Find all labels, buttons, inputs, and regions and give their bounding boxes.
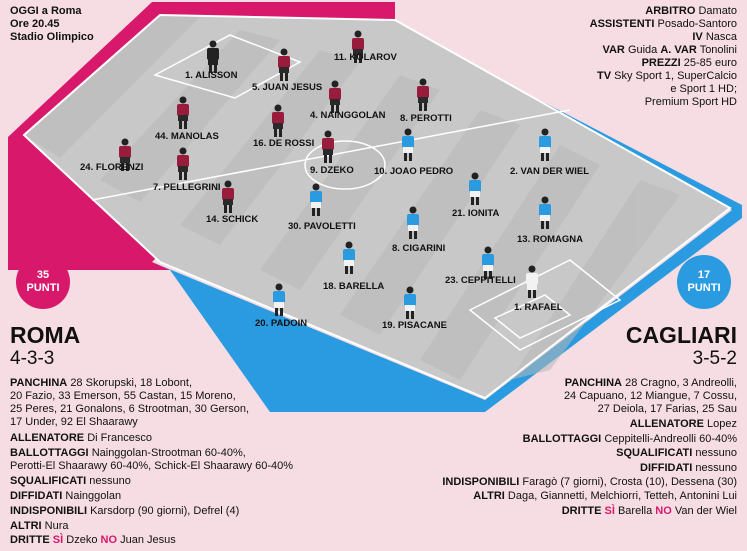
match-day: OGGI a Roma [10, 5, 82, 17]
cagliari-player-name: 2. VAN DER WIEL [510, 166, 589, 177]
roma-formation: 4-3-3 [10, 348, 55, 369]
roma-player-name: 1. ALISSON [185, 70, 238, 81]
cagliari-player-name: 19. PISACANE [382, 320, 447, 331]
cagliari-player-figure [273, 283, 285, 316]
roma-player-name: 5. JUAN JESUS [252, 82, 323, 93]
roma-player-figure [278, 48, 290, 81]
cagliari-player-name: 20. PADOIN [255, 318, 308, 329]
roma-player-name: 44. MANOLAS [155, 131, 219, 142]
cagliari-player-figure [526, 265, 538, 298]
cagliari-name: CAGLIARI [625, 322, 737, 348]
cagliari-panchina: PANCHINA 28 Cragno, 3 Andreolli, [564, 377, 737, 389]
cagliari-player-figure [539, 128, 551, 161]
cagliari-indisponibili: INDISPONIBILI Faragò (7 giorni), Crosta … [442, 476, 737, 488]
roma-altri: ALTRI Nura [10, 520, 69, 532]
roma-player-figure [352, 30, 364, 63]
roma-player-name: 16. DE ROSSI [253, 138, 315, 149]
roma-player-name: 24. FLORENZI [80, 162, 144, 173]
cagliari-player-name: 18. BARELLA [323, 281, 385, 292]
tv-row-3: Premium Sport HD [644, 96, 737, 108]
roma-panchina-3: 25 Peres, 21 Gonalons, 6 Strootman, 30 G… [10, 403, 250, 415]
roma-player-figure [207, 40, 219, 73]
match-venue: Stadio Olimpico [10, 31, 94, 43]
cagliari-allenatore: ALLENATORE Lopez [629, 418, 737, 430]
roma-player-name: 8. PEROTTI [400, 113, 452, 124]
cagliari-player-name: 30. PAVOLETTI [288, 221, 356, 232]
cagliari-player-name: 21. IONITA [452, 208, 500, 219]
cagliari-player-figure [482, 246, 494, 279]
match-time: Ore 20.45 [10, 18, 60, 30]
cagliari-player-figure [310, 183, 322, 216]
cagliari-player-figure [539, 196, 551, 229]
cagliari-player-figure [343, 241, 355, 274]
roma-player-name: 9. DZEKO [310, 165, 354, 176]
cagliari-player-figure [469, 172, 481, 205]
cagliari-points-badge: 17 PUNTI [677, 255, 731, 309]
cagliari-diffidati: DIFFIDATI nessuno [640, 462, 737, 474]
cagliari-border [152, 62, 742, 412]
roma-name: ROMA [10, 322, 81, 348]
roma-squalificati: SQUALIFICATI nessuno [10, 475, 131, 487]
roma-panchina-2: 20 Fazio, 33 Emerson, 55 Castan, 15 More… [10, 390, 236, 402]
roma-player-figure [119, 138, 131, 171]
cagliari-player-name: 8. CIGARINI [392, 243, 446, 254]
iv-row: IV Nasca [692, 31, 737, 43]
cagliari-player-name: 10. JOAO PEDRO [374, 166, 454, 177]
cagliari-ballottaggi: BALLOTTAGGI Ceppitelli-Andreolli 60-40% [522, 433, 737, 445]
cagliari-formation: 3-5-2 [692, 348, 737, 369]
cagliari-panchina-3: 27 Deiola, 17 Farias, 25 Sau [597, 403, 737, 415]
roma-player-name: 7. PELLEGRINI [153, 182, 221, 193]
roma-points-badge: 35 PUNTI [16, 255, 70, 309]
cagliari-player-figure [402, 128, 414, 161]
roma-player-figure [417, 78, 429, 111]
roma-player-figure [177, 96, 189, 129]
roma-diffidati: DIFFIDATI Nainggolan [10, 490, 122, 502]
roma-player-figure [329, 80, 341, 113]
arbitro-row: ARBITRO Damato [645, 5, 737, 17]
tv-row: TV Sky Sport 1, SuperCalcio [596, 70, 737, 82]
cagliari-player-figure [404, 286, 416, 319]
cagliari-player-figure [407, 206, 419, 239]
cagliari-squalificati: SQUALIFICATI nessuno [616, 447, 737, 459]
cagliari-player-name: 1. RAFAEL [514, 302, 563, 313]
roma-player-figure [322, 130, 334, 163]
cagliari-player-name: 23. CEPPITELLI [445, 275, 516, 286]
cagliari-dritte: DRITTE SÌ Barella NO Van der Wiel [561, 505, 737, 517]
roma-panchina-4: 17 Under, 92 El Shaarawy [10, 416, 138, 428]
roma-panchina: PANCHINA 28 Skorupski, 18 Lobont, [10, 377, 193, 389]
cagliari-panchina-2: 24 Capuano, 12 Miangue, 7 Cossu, [563, 390, 737, 402]
roma-ballottaggi: BALLOTTAGGI Nainggolan-Strootman 60-40%, [10, 447, 246, 459]
prezzi-row: PREZZI 25-85 euro [641, 57, 737, 69]
cagliari-altri: ALTRI Daga, Giannetti, Melchiorri, Tette… [473, 490, 737, 502]
roma-ballottaggi-2: Perotti-El Shaarawy 60-40%, Schick-El Sh… [10, 460, 294, 472]
roma-indisponibili: INDISPONIBILI Karsdorp (90 giorni), Defr… [10, 505, 240, 517]
assistenti-row: ASSISTENTI Posado-Santoro [589, 18, 737, 30]
roma-dritte: DRITTE SÌ Dzeko NO Juan Jesus [10, 534, 176, 546]
var-row: VAR Guida A. VAR Tonolini [602, 44, 737, 56]
roma-player-name: 14. SCHICK [206, 214, 259, 225]
roma-player-figure [222, 180, 234, 213]
roma-player-name: 11. KOLAROV [334, 52, 397, 63]
cagliari-player-name: 13. ROMAGNA [517, 234, 583, 245]
roma-player-figure [272, 104, 284, 137]
roma-player-name: 4. NAINGGOLAN [310, 110, 386, 121]
roma-player-figure [177, 147, 189, 180]
tv-row-2: e Sport 1 HD; [670, 83, 737, 95]
roma-allenatore: ALLENATORE Di Francesco [10, 432, 153, 444]
